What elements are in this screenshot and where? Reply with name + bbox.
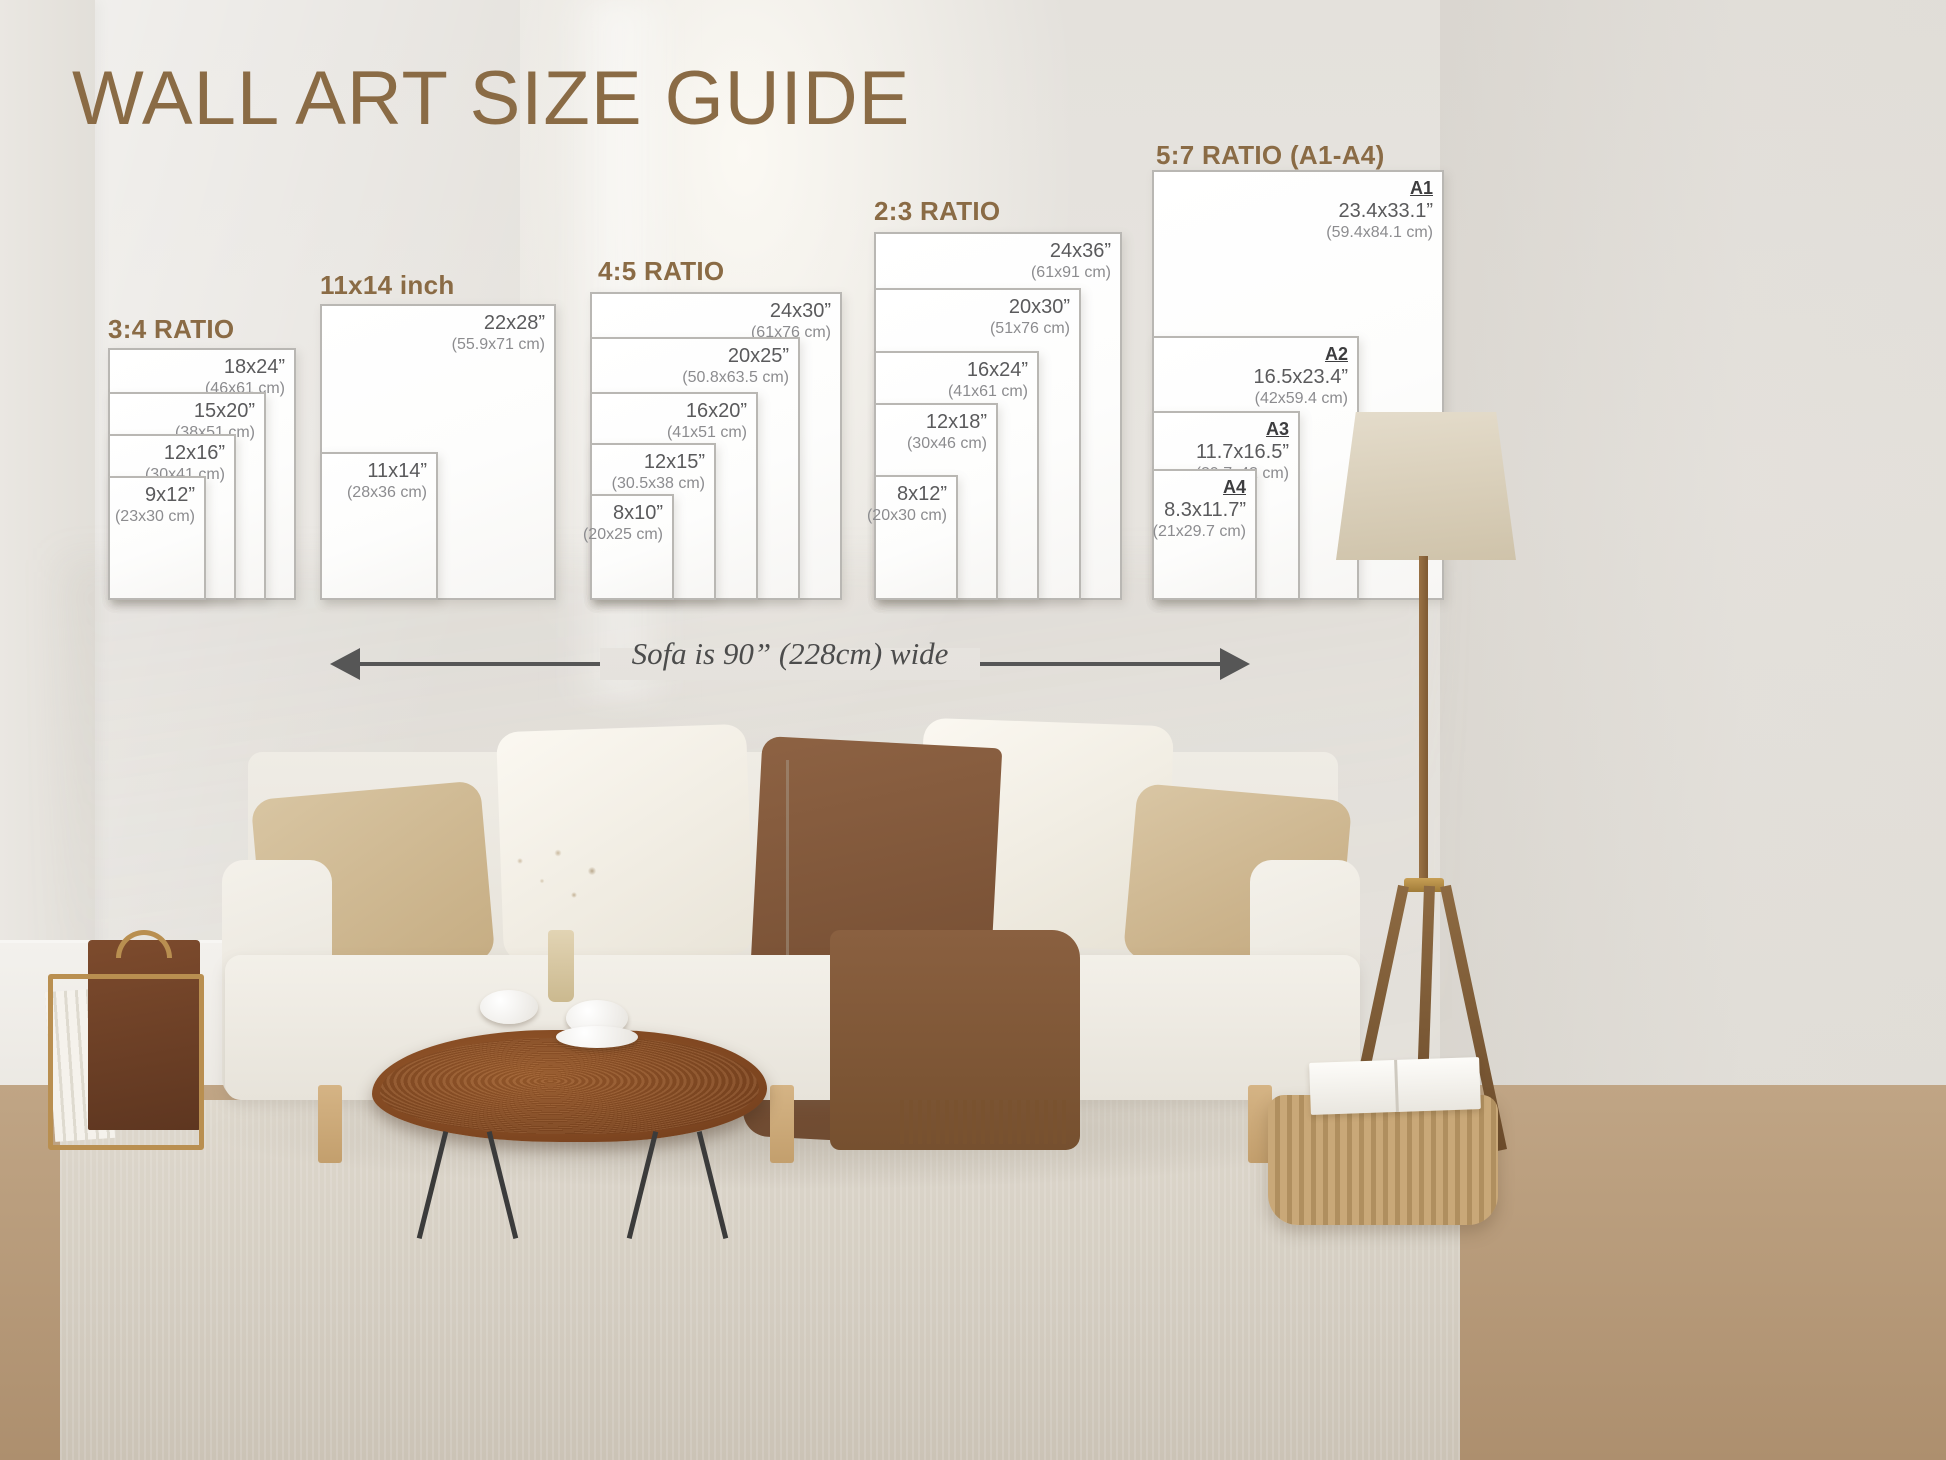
frame-label-a1: A1 23.4x33.1” (59.4x84.1 cm) bbox=[1326, 178, 1433, 241]
frame-label-8x10: 8x10” (20x25 cm) bbox=[582, 502, 663, 543]
frame-label-a4: A4 8.3x11.7” (21x29.7 cm) bbox=[1152, 477, 1246, 540]
book-spine bbox=[1394, 1059, 1399, 1112]
frame-label-16x20: 16x20” (41x51 cm) bbox=[666, 400, 747, 441]
rack-frame bbox=[48, 974, 204, 1150]
coffee-table bbox=[372, 1030, 767, 1142]
group-title-4-5: 4:5 RATIO bbox=[598, 256, 725, 286]
frame-8x12[interactable]: 8x12” (20x30 cm) bbox=[867, 475, 958, 600]
frame-label-12x18: 12x18” (30x46 cm) bbox=[906, 411, 987, 452]
frame-label-20x25: 20x25” (50.8x63.5 cm) bbox=[682, 345, 789, 386]
group-title-3-4: 3:4 RATIO bbox=[108, 314, 235, 344]
frame-9x12[interactable]: 9x12” (23x30 cm) bbox=[108, 476, 206, 600]
coffee-cup-1 bbox=[480, 990, 538, 1024]
dried-flowers bbox=[500, 845, 630, 941]
magazine-rack bbox=[44, 930, 208, 1160]
sofa-leg-1 bbox=[318, 1085, 342, 1163]
lamp-pole bbox=[1419, 556, 1428, 886]
arrow-left-icon bbox=[330, 648, 360, 680]
wall-shadow-right bbox=[1440, 0, 1946, 1180]
area-rug bbox=[60, 1100, 1460, 1460]
sofa-width-label: Sofa is 90” (228cm) wide bbox=[631, 636, 949, 671]
open-book bbox=[1309, 1057, 1481, 1115]
page-title: WALL ART SIZE GUIDE bbox=[72, 56, 911, 141]
measure-label-backdrop bbox=[600, 648, 980, 680]
group-title-5-7: 5:7 RATIO (A1-A4) bbox=[1156, 140, 1385, 170]
frame-label-20x30: 20x30” (51x76 cm) bbox=[989, 296, 1070, 337]
frame-8x10[interactable]: 8x10” (20x25 cm) bbox=[583, 494, 674, 600]
frame-label-a2: A2 16.5x23.4” (42x59.4 cm) bbox=[1253, 344, 1348, 407]
sofa-seam bbox=[786, 760, 789, 1090]
throw-fringe bbox=[900, 1100, 1070, 1144]
frame-label-24x36: 24x36” (61x91 cm) bbox=[1030, 240, 1111, 281]
frame-label-11x14: 11x14” (28x36 cm) bbox=[346, 460, 427, 501]
group-title-2-3: 2:3 RATIO bbox=[874, 196, 1001, 226]
sofa-leg-2 bbox=[770, 1085, 794, 1163]
frame-11x14[interactable]: 11x14” (28x36 cm) bbox=[320, 452, 438, 600]
saucer bbox=[556, 1026, 638, 1048]
frame-label-8x12: 8x12” (20x30 cm) bbox=[866, 483, 947, 524]
rack-handle[interactable] bbox=[116, 930, 172, 958]
frame-a4[interactable]: A4 8.3x11.7” (21x29.7 cm) bbox=[1152, 469, 1257, 600]
flower-vase bbox=[548, 930, 574, 1002]
wicker-stool bbox=[1268, 1095, 1498, 1225]
wood-grain bbox=[380, 1038, 759, 1134]
lamp-shade bbox=[1336, 412, 1516, 560]
sofa-width-measure: Sofa is 90” (228cm) wide bbox=[330, 636, 1250, 688]
rug-texture bbox=[60, 1100, 1460, 1460]
frame-label-12x15: 12x15” (30.5x38 cm) bbox=[611, 451, 705, 492]
leather-panel bbox=[88, 940, 200, 1130]
arrow-right-icon bbox=[1220, 648, 1250, 680]
frame-label-16x24: 16x24” (41x61 cm) bbox=[947, 359, 1028, 400]
frame-label-22x28: 22x28” (55.9x71 cm) bbox=[451, 312, 545, 353]
group-title-11x14: 11x14 inch bbox=[320, 270, 455, 300]
frame-label-9x12: 9x12” (23x30 cm) bbox=[114, 484, 195, 525]
frame-label-24x30: 24x30” (61x76 cm) bbox=[750, 300, 831, 341]
